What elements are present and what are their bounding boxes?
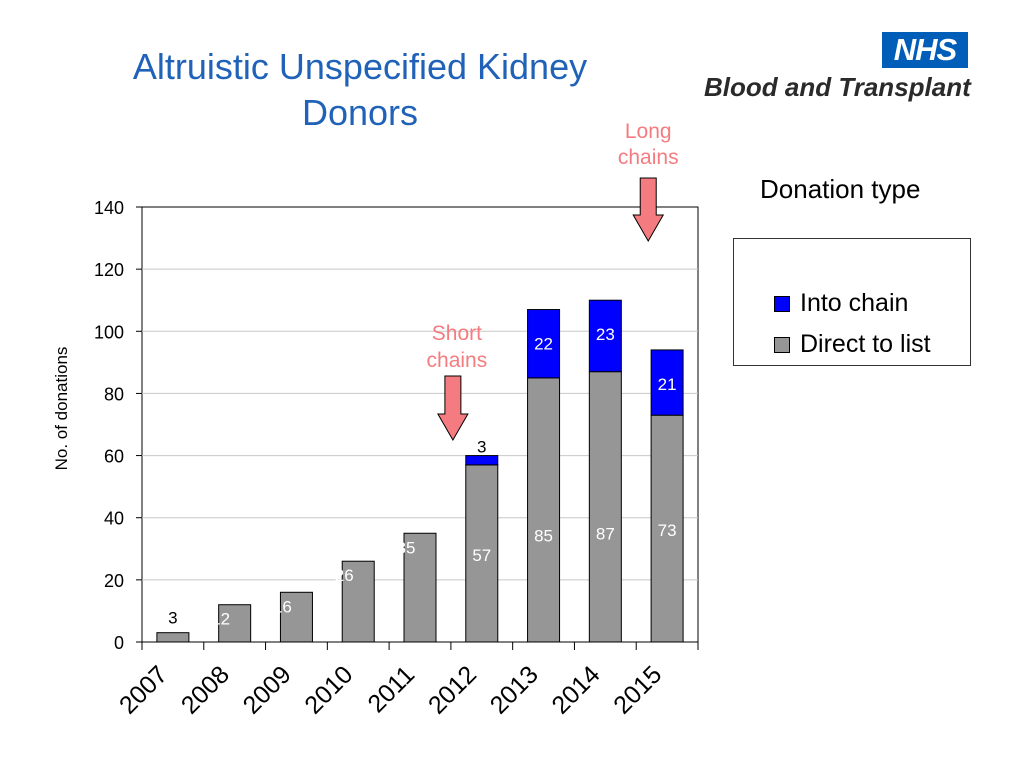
data-label-direct-2015: 73 [658,521,677,540]
bar-chain-2013 [527,309,561,379]
x-tick-label-2014: 2014 [546,660,605,719]
y-tick-label-100: 100 [94,322,124,342]
bar-chain-2015 [650,349,684,416]
bar-direct-2015 [650,414,684,643]
data-label-chain-2014: 23 [596,325,615,344]
y-tick-label-120: 120 [94,260,124,280]
data-label-chain-2015: 21 [658,375,677,394]
x-tick-label-2012: 2012 [423,660,482,719]
y-tick-label-80: 80 [104,384,124,404]
data-label-direct-2010: 26 [335,566,354,585]
legend-swatch-into-chain [774,296,790,312]
nhs-logo-mark: NHS [882,32,968,68]
legend-label-into-chain: Into chain [800,289,909,317]
x-tick-label-2009: 2009 [238,660,297,719]
title-line-2: Donors [301,92,419,133]
x-tick-label-2011: 2011 [362,660,420,718]
short-chains-label-2: chains [427,349,488,372]
title-line-1: Altruistic Unspecified Kidney [132,46,588,87]
y-tick-label-20: 20 [104,571,124,591]
legend-swatch-direct-to-list [774,337,790,353]
data-label-direct-2014: 87 [596,524,615,543]
bar-direct-2014 [588,371,622,643]
long-chains-label-2: chains [618,146,679,169]
data-label-chain-2013: 22 [534,335,553,354]
x-tick-label-2010: 2010 [299,660,358,719]
bar-direct-2010 [341,560,375,643]
data-label-direct-2008: 12 [211,610,230,629]
long-chains-arrow [632,177,665,243]
short-chains-label-1: Short [432,322,482,345]
legend-label-direct-to-list: Direct to list [800,330,931,358]
bar-chain-2014 [588,299,622,373]
logo-org-name: Blood and Transplant [704,72,971,102]
bar-direct-2013 [527,377,561,643]
data-label-direct-2007: 3 [168,609,177,628]
long-chains-label-1: Long [625,120,672,143]
legend-title: Donation type [760,174,921,204]
bar-direct-2012 [465,464,499,643]
bar-direct-2011 [403,532,437,643]
bar-chain-2012 [465,455,499,466]
data-label-direct-2013: 85 [534,527,553,546]
x-tick-label-2007: 2007 [114,660,173,719]
x-tick-label-2013: 2013 [485,660,544,719]
data-label-chain-2012: 3 [477,438,486,457]
x-tick-label-2015: 2015 [608,660,667,719]
y-tick-label-140: 140 [94,198,124,218]
data-label-direct-2011: 35 [397,538,416,557]
y-tick-label-60: 60 [104,447,124,467]
short-chains-arrow [437,375,469,442]
y-tick-label-40: 40 [104,509,124,529]
y-axis-label: No. of donations [52,347,71,471]
legend: Into chain Direct to list [733,238,971,366]
bar-direct-2008 [218,604,252,643]
data-label-direct-2009: 16 [273,597,292,616]
bar-direct-2007 [156,632,190,643]
nhs-logo: NHS Blood and Transplant [700,30,1000,110]
chart-title: Altruistic Unspecified Kidney Donors [60,44,660,136]
x-tick-label-2008: 2008 [176,660,235,719]
bar-direct-2009 [279,591,313,643]
y-tick-label-0: 0 [114,633,124,653]
data-label-direct-2012: 57 [472,546,491,565]
